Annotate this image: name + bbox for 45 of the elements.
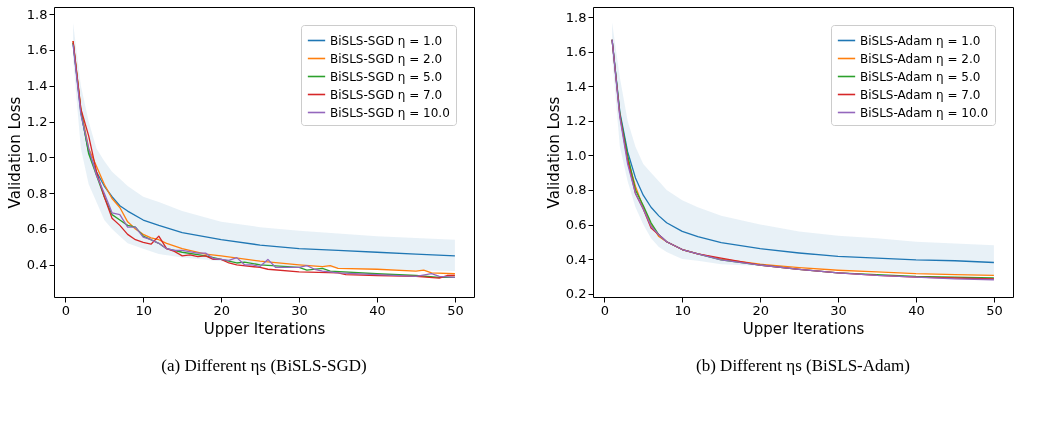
- y-tick-label: 1.2: [26, 114, 48, 130]
- x-tick-label: 0: [600, 302, 609, 318]
- x-tick-label: 40: [369, 302, 386, 318]
- legend-label: BiSLS-SGD η = 7.0: [330, 87, 443, 102]
- y-tick-label: 1.2: [565, 113, 587, 129]
- x-tick-label: 30: [830, 302, 847, 318]
- y-tick-label: 1.6: [565, 44, 587, 60]
- x-tick-label: 10: [135, 302, 152, 318]
- legend-label: BiSLS-SGD η = 2.0: [330, 51, 443, 66]
- x-tick-label: 10: [674, 302, 691, 318]
- x-tick-label: 0: [61, 302, 70, 318]
- legend-label: BiSLS-SGD η = 5.0: [330, 69, 443, 84]
- x-axis-title: Upper Iterations: [742, 319, 865, 338]
- y-axis-title: Validation Loss: [5, 96, 24, 209]
- x-tick-label: 50: [986, 302, 1003, 318]
- legend-label: BiSLS-Adam η = 5.0: [860, 69, 981, 84]
- legend-label: BiSLS-SGD η = 10.0: [330, 105, 450, 120]
- text: (a) Different ηs (BiSLS-SGD): [161, 356, 367, 375]
- y-tick-label: 1.8: [26, 6, 48, 22]
- legend-label: BiSLS-Adam η = 1.0: [860, 33, 981, 48]
- y-tick-label: 1.8: [565, 9, 587, 25]
- text: (b) Different ηs (BiSLS-Adam): [696, 356, 910, 375]
- y-tick-label: 0.4: [26, 257, 48, 273]
- y-axis-title: Validation Loss: [544, 96, 563, 209]
- x-tick-label: 40: [908, 302, 925, 318]
- y-tick-label: 1.4: [565, 78, 587, 94]
- y-tick-label: 0.6: [565, 217, 587, 232]
- y-tick-label: 0.8: [26, 185, 48, 201]
- legend-label: BiSLS-Adam η = 2.0: [860, 51, 981, 66]
- x-tick-label: 30: [291, 302, 308, 318]
- y-tick-label: 0.8: [565, 182, 587, 198]
- y-tick-label: 0.4: [565, 251, 587, 267]
- x-tick-label: 20: [752, 302, 769, 318]
- legend-label: BiSLS-SGD η = 1.0: [330, 33, 443, 48]
- y-tick-label: 1.0: [565, 147, 587, 163]
- y-tick-label: 1.4: [26, 78, 48, 94]
- x-tick-label: 20: [213, 302, 230, 318]
- y-tick-label: 1.0: [26, 149, 48, 165]
- y-tick-label: 0.6: [26, 221, 48, 237]
- x-axis-title: Upper Iterations: [203, 319, 326, 338]
- y-tick-label: 0.2: [565, 286, 587, 302]
- y-tick-label: 1.6: [26, 42, 48, 58]
- legend-label: BiSLS-Adam η = 10.0: [860, 105, 989, 120]
- legend-label: BiSLS-Adam η = 7.0: [860, 87, 981, 102]
- x-tick-label: 50: [447, 302, 464, 318]
